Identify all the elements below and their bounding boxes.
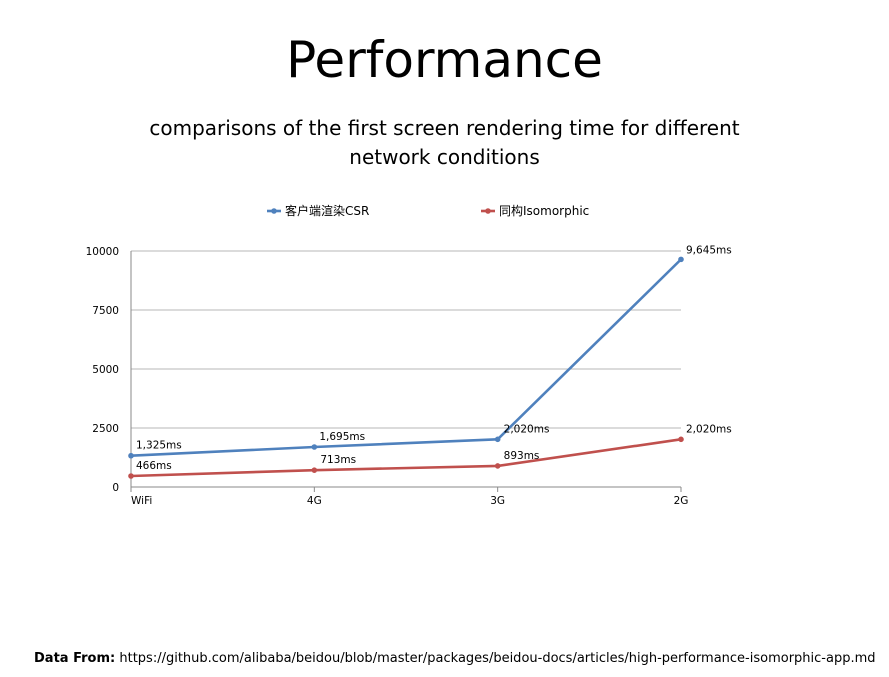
slide-subtitle: comparisons of the first screen renderin… (149, 116, 740, 169)
data-point (494, 436, 501, 443)
y-tick-label: 10000 (86, 246, 119, 258)
series-line (130, 438, 682, 478)
data-label: 1,695ms (319, 431, 365, 443)
data-label: 1,325ms (136, 440, 182, 452)
data-point (678, 256, 684, 263)
y-tick-label: 2500 (92, 423, 119, 435)
data-source-label: Data From: (34, 651, 116, 666)
legend-label: 客户端渲染CSR (285, 203, 369, 218)
data-point (678, 436, 684, 443)
series-line (130, 258, 682, 458)
data-point (494, 463, 501, 469)
data-label: 2,020ms (504, 423, 550, 435)
data-point (311, 444, 318, 450)
data-point (128, 473, 134, 479)
data-label: 2,020ms (686, 423, 732, 435)
x-tick-label: WiFi (131, 495, 152, 507)
x-tick-label: 2G (674, 495, 689, 507)
data-point (128, 452, 134, 459)
data-label: 466ms (136, 460, 172, 472)
y-tick-label: 0 (112, 482, 119, 494)
data-source: Data From: https://github.com/alibaba/be… (34, 651, 876, 666)
x-tick-label: 4G (307, 495, 322, 507)
legend-marker (271, 208, 277, 214)
data-source-url: https://github.com/alibaba/beidou/blob/m… (119, 651, 876, 666)
data-label: 713ms (320, 454, 356, 466)
y-tick-label: 5000 (92, 364, 119, 376)
y-tick-label: 7500 (92, 305, 119, 317)
legend-label: 同构Isomorphic (499, 203, 589, 218)
data-label: 9,645ms (686, 244, 732, 256)
data-label: 893ms (504, 450, 540, 462)
x-tick-label: 3G (490, 495, 505, 507)
legend-marker (485, 208, 491, 214)
data-point (311, 467, 318, 473)
slide-title: Performance (286, 31, 603, 89)
